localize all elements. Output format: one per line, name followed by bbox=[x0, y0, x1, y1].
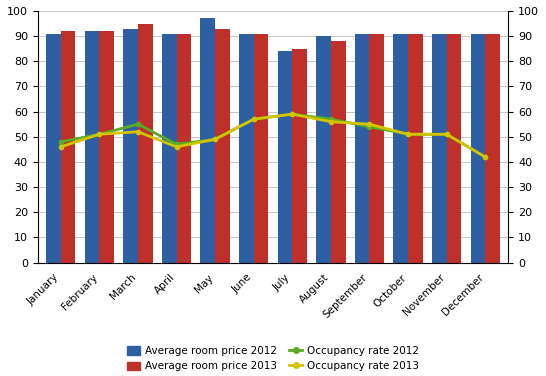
Bar bbox=[292, 49, 307, 262]
Bar bbox=[408, 33, 423, 262]
Bar bbox=[254, 33, 269, 262]
Bar bbox=[99, 31, 114, 262]
Bar bbox=[277, 51, 292, 262]
Bar bbox=[471, 33, 485, 262]
Bar bbox=[355, 33, 370, 262]
Bar bbox=[393, 33, 408, 262]
Bar bbox=[485, 33, 500, 262]
Bar bbox=[85, 31, 99, 262]
Legend: Average room price 2012, Average room price 2013, Occupancy rate 2012, Occupancy: Average room price 2012, Average room pr… bbox=[124, 343, 422, 374]
Bar bbox=[200, 18, 215, 262]
Bar bbox=[331, 41, 346, 262]
Bar bbox=[46, 33, 61, 262]
Bar bbox=[123, 29, 138, 262]
Bar bbox=[138, 24, 153, 262]
Bar bbox=[432, 33, 447, 262]
Bar bbox=[61, 31, 75, 262]
Bar bbox=[316, 36, 331, 262]
Bar bbox=[239, 33, 254, 262]
Bar bbox=[162, 33, 176, 262]
Bar bbox=[447, 33, 461, 262]
Bar bbox=[176, 33, 191, 262]
Bar bbox=[370, 33, 384, 262]
Bar bbox=[215, 29, 230, 262]
